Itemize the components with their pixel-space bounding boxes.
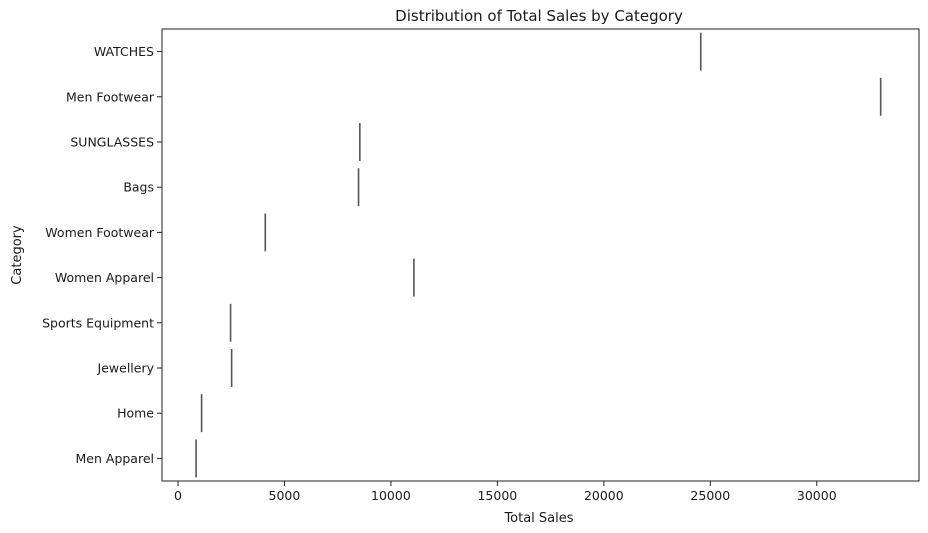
y-axis-label: Category bbox=[10, 225, 25, 285]
x-tick-label: 5000 bbox=[269, 488, 301, 503]
x-tick-label: 25000 bbox=[690, 488, 730, 503]
y-tick-label: Men Apparel bbox=[76, 451, 154, 466]
y-tick-label: Women Apparel bbox=[55, 270, 154, 285]
y-tick-label: Women Footwear bbox=[45, 225, 155, 240]
x-tick-label: 10000 bbox=[371, 488, 411, 503]
x-axis-ticks: 0 5000 10000 15000 20000 25000 30000 bbox=[174, 481, 837, 503]
data-marks bbox=[195, 32, 882, 478]
y-tick-label: Home bbox=[117, 406, 154, 421]
y-tick-label: Bags bbox=[123, 180, 154, 195]
x-axis-label: Total Sales bbox=[503, 511, 573, 526]
x-tick-label: 15000 bbox=[477, 488, 517, 503]
x-tick-label: 30000 bbox=[797, 488, 837, 503]
x-tick-label: 20000 bbox=[584, 488, 624, 503]
y-tick-label: Sports Equipment bbox=[42, 315, 154, 330]
y-tick-label: SUNGLASSES bbox=[70, 135, 154, 150]
plot-frame bbox=[161, 28, 920, 482]
x-tick-label: 0 bbox=[174, 488, 182, 503]
y-tick-label: Men Footwear bbox=[66, 89, 155, 104]
y-tick-label: WATCHES bbox=[94, 44, 154, 59]
chart-title: Distribution of Total Sales by Category bbox=[395, 7, 683, 25]
y-tick-label: Jewellery bbox=[97, 361, 155, 376]
y-axis-ticks: WATCHES Men Footwear SUNGLASSES Bags Women F… bbox=[42, 44, 162, 466]
